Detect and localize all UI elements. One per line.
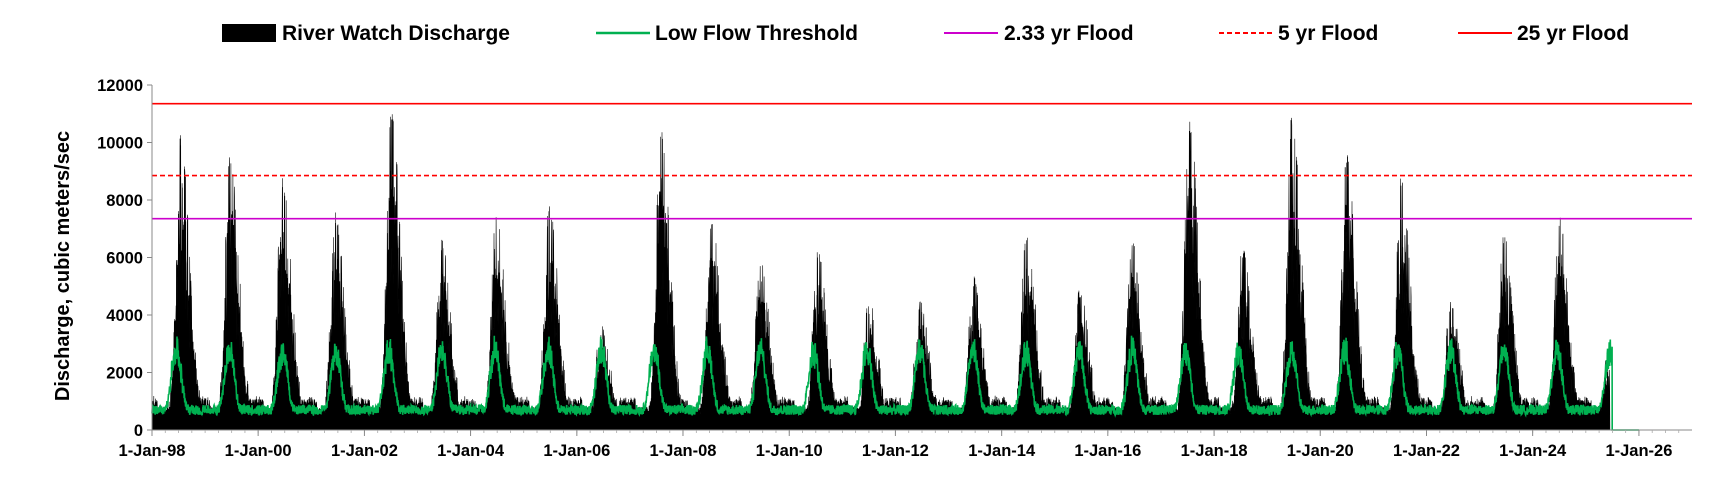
x-tick-label: 1-Jan-14 bbox=[968, 442, 1036, 460]
x-tick-label: 1-Jan-02 bbox=[331, 442, 398, 460]
y-axis-title: Discharge, cubic meters/sec bbox=[52, 131, 74, 401]
legend-label-2-33-yr-flood: 2.33 yr Flood bbox=[1004, 22, 1134, 45]
x-tick-label: 1-Jan-08 bbox=[649, 442, 716, 460]
x-tick-label: 1-Jan-04 bbox=[437, 442, 505, 460]
legend-item-25-yr-flood: 25 yr Flood bbox=[1458, 22, 1629, 45]
x-tick-label: 1-Jan-18 bbox=[1181, 442, 1248, 460]
series-river-watch-discharge bbox=[151, 114, 1611, 431]
y-tick-label: 4000 bbox=[106, 307, 143, 325]
legend-swatch-river-watch-discharge bbox=[222, 24, 276, 42]
legend-label-5-yr-flood: 5 yr Flood bbox=[1278, 22, 1378, 45]
y-tick-label: 2000 bbox=[106, 365, 143, 383]
y-tick-label: 6000 bbox=[106, 250, 143, 268]
x-tick-label: 1-Jan-10 bbox=[756, 442, 823, 460]
x-tick-label: 1-Jan-06 bbox=[543, 442, 610, 460]
legend: River Watch Discharge Low Flow Threshold… bbox=[222, 22, 1629, 45]
x-tick-label: 1-Jan-24 bbox=[1499, 442, 1567, 460]
x-tick-label: 1-Jan-12 bbox=[862, 442, 929, 460]
x-tick-label: 1-Jan-00 bbox=[225, 442, 292, 460]
x-tick-label: 1-Jan-26 bbox=[1605, 442, 1672, 460]
x-tick-label: 1-Jan-20 bbox=[1287, 442, 1354, 460]
legend-label-low-flow-threshold: Low Flow Threshold bbox=[655, 22, 858, 45]
legend-label-25-yr-flood: 25 yr Flood bbox=[1517, 22, 1629, 45]
plot-area: 0 2000 4000 6000 8000 10000 12000 1-Jan-98 1-Jan… bbox=[97, 77, 1692, 460]
y-tick-label: 10000 bbox=[97, 135, 143, 153]
series-low-flow-threshold bbox=[151, 335, 1639, 431]
legend-item-low-flow-threshold: Low Flow Threshold bbox=[596, 22, 858, 45]
legend-item-5-yr-flood: 5 yr Flood bbox=[1219, 22, 1378, 45]
y-tick-label: 0 bbox=[134, 422, 143, 440]
legend-item-river-watch-discharge: River Watch Discharge bbox=[222, 22, 510, 45]
x-tick-label: 1-Jan-22 bbox=[1393, 442, 1460, 460]
y-tick-label: 12000 bbox=[97, 77, 143, 95]
legend-label-river-watch-discharge: River Watch Discharge bbox=[282, 22, 510, 45]
x-tick-label: 1-Jan-16 bbox=[1074, 442, 1141, 460]
legend-item-2-33-yr-flood: 2.33 yr Flood bbox=[944, 22, 1134, 45]
y-tick-label: 8000 bbox=[106, 192, 143, 210]
x-tick-label: 1-Jan-98 bbox=[119, 442, 186, 460]
